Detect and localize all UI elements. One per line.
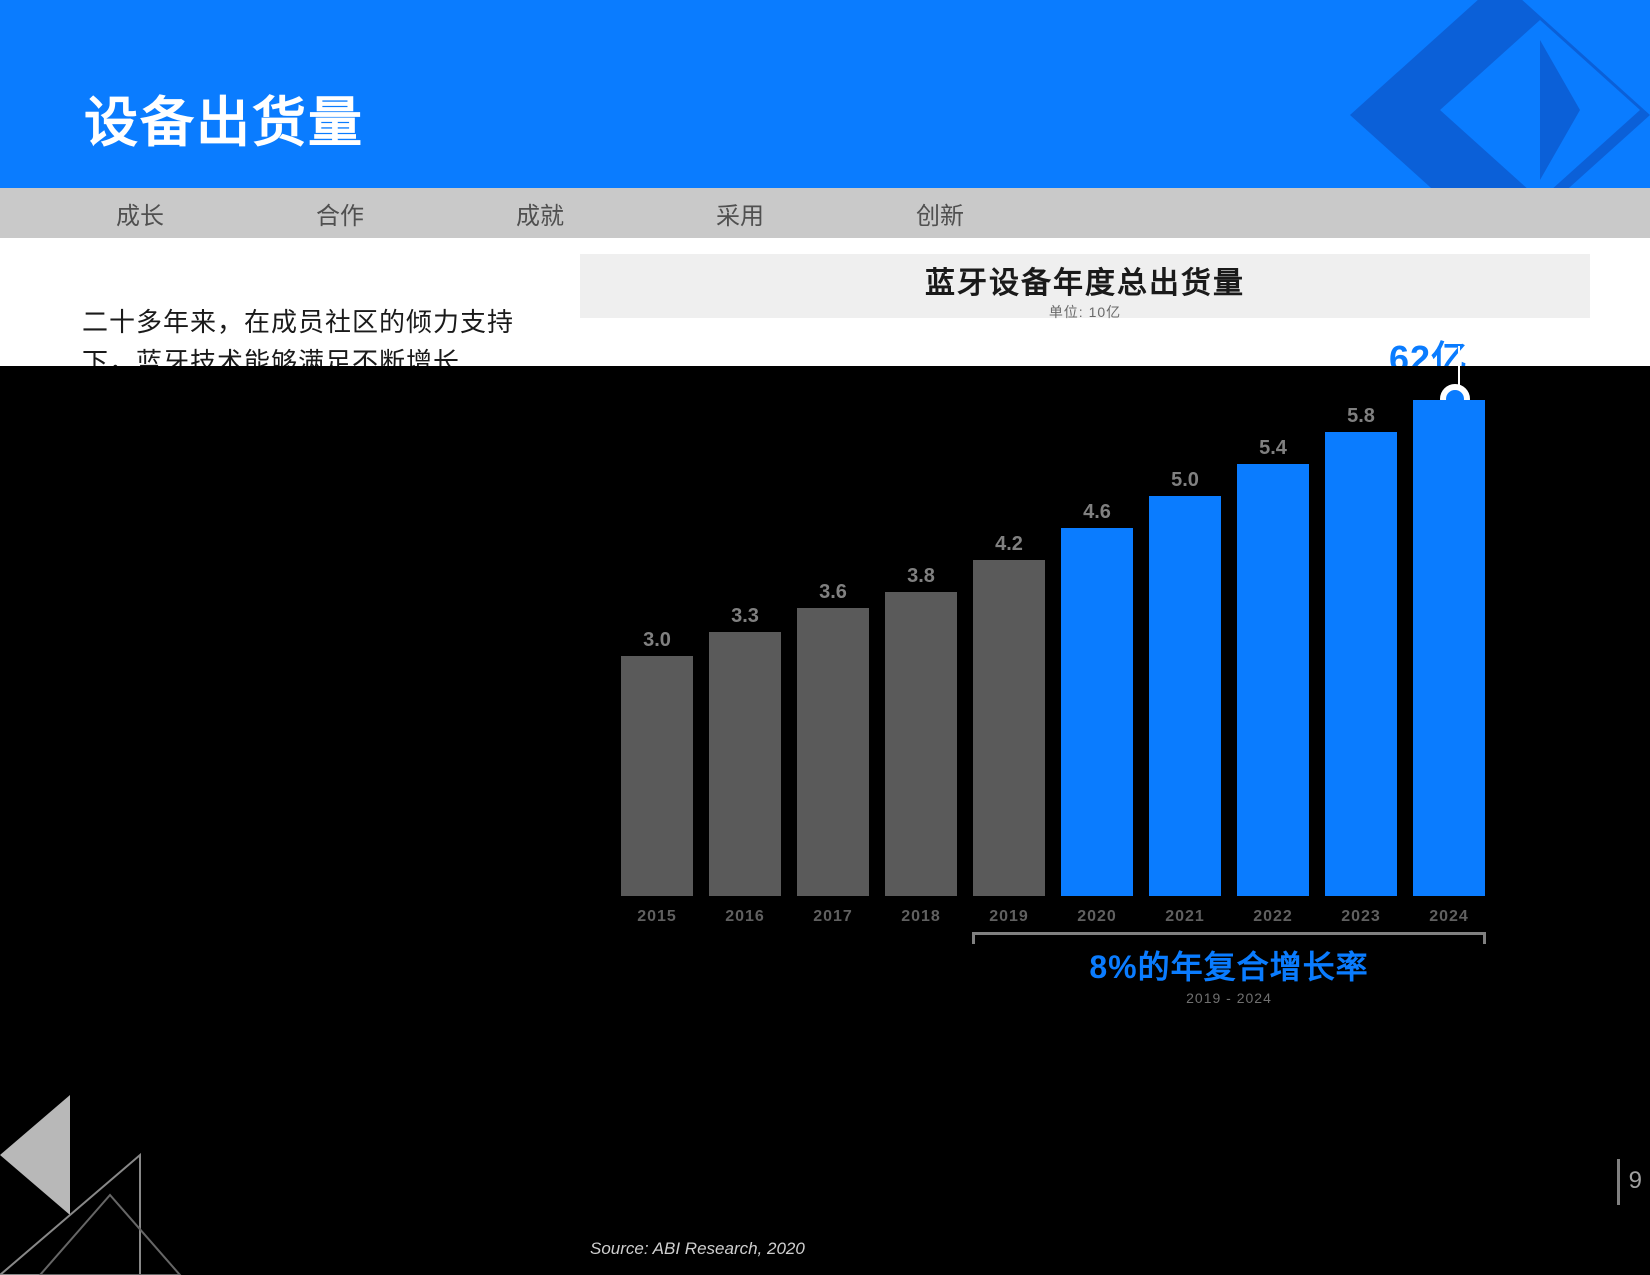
bar-slot: 5.8: [1322, 405, 1400, 896]
slide: 设备出货量 成长 合作 成就 采用 创新 二十多年来，在成员社区的倾力支持下，蓝…: [0, 0, 1650, 1275]
x-axis-label: 2020: [1058, 908, 1136, 926]
bar-rect: [1413, 400, 1485, 896]
chart-band: 3.0 3.3 3.6 3.8 4.2 4.6 5.0 5.4 5.8 2015 2016 2017…: [0, 366, 1650, 1275]
bar-slot: 3.6: [794, 581, 872, 896]
bar-value-label: 3.8: [907, 565, 935, 588]
callout-stem-h: [1458, 346, 1460, 348]
cagr-sublabel: 2019 - 2024: [972, 990, 1486, 1006]
bar-value-label: 3.0: [643, 629, 671, 652]
tab-bar: 成长 合作 成就 采用 创新: [0, 188, 1650, 238]
bar-value-label: 3.6: [819, 581, 847, 604]
bar-rect: [973, 560, 1045, 896]
page-title: 设备出货量: [84, 78, 364, 157]
bar-slot: 3.0: [618, 629, 696, 896]
bar-rect: [1237, 464, 1309, 896]
x-axis-label: 2015: [618, 908, 696, 926]
x-axis-label: 2023: [1322, 908, 1400, 926]
chart-title-strip: 蓝牙设备年度总出货量 单位: 10亿: [580, 254, 1590, 318]
x-axis-label: 2022: [1234, 908, 1312, 926]
bar-rect: [621, 656, 693, 896]
x-axis-label: 2019: [970, 908, 1048, 926]
x-axis: 2015 2016 2017 2018 2019 2020 2021 2022 2023 2024: [618, 908, 1488, 926]
bar-value-label: 4.6: [1083, 501, 1111, 524]
bar-slot: 4.2: [970, 533, 1048, 896]
source-citation: Source: ABI Research, 2020: [590, 1239, 805, 1259]
bar-rect: [797, 608, 869, 896]
tab-adoption[interactable]: 采用: [640, 196, 840, 231]
decorative-triangles-icon: [0, 975, 220, 1275]
bar-slot: 4.6: [1058, 501, 1136, 896]
bar-rect: [1149, 496, 1221, 896]
tab-growth[interactable]: 成长: [40, 196, 240, 231]
page-number-divider: [1617, 1159, 1620, 1205]
x-axis-label: 2021: [1146, 908, 1224, 926]
bar-value-label: 3.3: [731, 605, 759, 628]
x-axis-label: 2018: [882, 908, 960, 926]
bar-rect: [1325, 432, 1397, 896]
tab-achievement[interactable]: 成就: [440, 196, 640, 231]
tab-cooperation[interactable]: 合作: [240, 196, 440, 231]
bar-slot: 3.3: [706, 605, 784, 896]
bar-slot: [1410, 396, 1488, 896]
bar-value-label: 5.8: [1347, 405, 1375, 428]
bars-container: 3.0 3.3 3.6 3.8 4.2 4.6 5.0 5.4 5.8: [618, 366, 1488, 896]
bar-chart: 3.0 3.3 3.6 3.8 4.2 4.6 5.0 5.4 5.8 2015 2016 2017…: [618, 366, 1488, 1066]
header-bar: 设备出货量: [0, 0, 1650, 188]
bar-value-label: 5.4: [1259, 437, 1287, 460]
page-number: 9: [1629, 1167, 1642, 1195]
bar-rect: [709, 632, 781, 896]
content-top: 二十多年来，在成员社区的倾力支持下，蓝牙技术能够满足不断增长 蓝牙设备年度总出货…: [0, 238, 1650, 366]
tab-innovation[interactable]: 创新: [840, 196, 1040, 231]
bar-value-label: 5.0: [1171, 469, 1199, 492]
chart-subtitle: 单位: 10亿: [580, 302, 1590, 322]
chart-title: 蓝牙设备年度总出货量: [580, 254, 1590, 302]
x-axis-label: 2016: [706, 908, 784, 926]
x-axis-label: 2024: [1410, 908, 1488, 926]
cagr-label: 8%的年复合增长率: [972, 942, 1486, 988]
bar-slot: 3.8: [882, 565, 960, 896]
bar-rect: [1061, 528, 1133, 896]
x-axis-label: 2017: [794, 908, 872, 926]
header-logo: [1330, 0, 1650, 188]
bar-slot: 5.0: [1146, 469, 1224, 896]
bar-rect: [885, 592, 957, 896]
bar-slot: 5.4: [1234, 437, 1312, 896]
bar-value-label: 4.2: [995, 533, 1023, 556]
